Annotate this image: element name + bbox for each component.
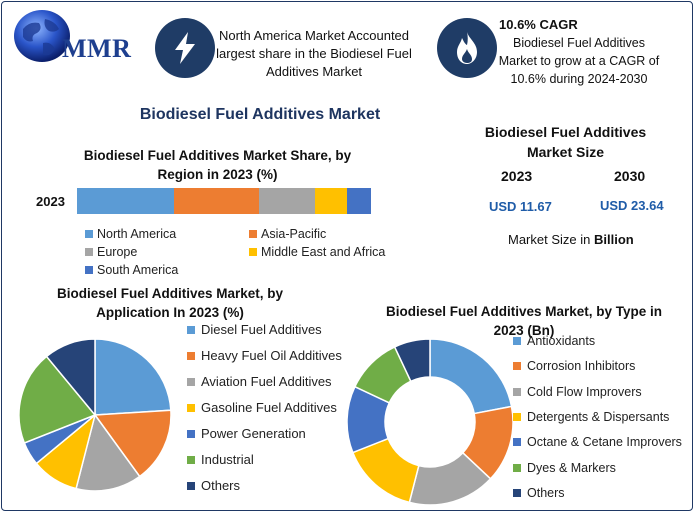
- legend-swatch: [249, 248, 257, 256]
- application-legend-item-industrial: Industrial: [187, 452, 254, 467]
- legend-label: Heavy Fuel Oil Additives: [201, 348, 342, 363]
- application-legend-item-gasoline-fuel-additives: Gasoline Fuel Additives: [187, 400, 337, 415]
- legend-item-north-america: North America: [85, 227, 176, 241]
- region-chart-title: Biodiesel Fuel Additives Market Share, b…: [83, 148, 352, 182]
- legend-label: Others: [201, 478, 241, 493]
- type-legend-item-corrosion-inhibitors: Corrosion Inhibitors: [513, 359, 635, 373]
- legend-item-south-america: South America: [85, 263, 178, 277]
- legend-label: North America: [97, 227, 177, 241]
- legend-swatch: [513, 362, 521, 371]
- legend-label: Antioxidants: [527, 334, 596, 348]
- legend-label: Cold Flow Improvers: [527, 384, 642, 399]
- bar-segment-asia-pacific: [174, 188, 260, 214]
- legend-swatch: [187, 325, 195, 334]
- bar-segment-europe: [259, 188, 316, 214]
- legend-label: Others: [527, 485, 565, 500]
- page-title: Biodiesel Fuel Additives Market: [139, 106, 381, 123]
- legend-item-europe: Europe: [85, 245, 137, 259]
- market-size-title: Biodiesel Fuel Additives Market Size: [484, 124, 647, 160]
- application-legend-item-heavy-fuel-oil-additives: Heavy Fuel Oil Additives: [187, 348, 342, 363]
- application-slice-aviation-fuel-additives: [75, 413, 141, 492]
- application-legend-item-diesel-fuel-additives: Diesel Fuel Additives: [187, 322, 322, 337]
- legend-label: Detergents & Dispersants: [527, 409, 670, 424]
- legend-label: Gasoline Fuel Additives: [201, 400, 337, 415]
- application-pie-chart: [18, 338, 172, 492]
- legend-label: Middle East and Africa: [261, 245, 386, 259]
- legend-swatch: [513, 387, 521, 396]
- legend-swatch: [513, 412, 521, 421]
- region-stacked-bar: [77, 188, 371, 214]
- legend-swatch: [513, 337, 521, 345]
- legend-label: Octane & Cetane Improvers: [527, 435, 682, 450]
- type-legend-item-others: Others: [513, 486, 565, 500]
- type-legend-item-antioxidants: Antioxidants: [513, 334, 595, 348]
- type-slice-others: [393, 338, 431, 383]
- region-bar-category-label: 2023: [36, 194, 65, 209]
- legend-swatch: [513, 488, 521, 497]
- legend-item-middle-east-and-africa: Middle East and Africa: [249, 245, 385, 259]
- legend-item-asia-pacific: Asia-Pacific: [249, 227, 326, 241]
- legend-swatch: [187, 455, 195, 464]
- type-slice-antioxidants: [429, 338, 513, 415]
- legend-swatch: [513, 438, 521, 447]
- type-legend-item-detergents-and-dispersants: Detergents & Dispersants: [513, 410, 669, 424]
- legend-swatch: [85, 266, 93, 274]
- legend-swatch: [187, 403, 195, 412]
- globe-logo-icon: [14, 10, 70, 62]
- legend-label: Europe: [97, 245, 138, 259]
- legend-label: Diesel Fuel Additives: [201, 322, 322, 337]
- flame-icon: [437, 18, 497, 78]
- legend-swatch: [85, 230, 93, 238]
- application-chart-title: Biodiesel Fuel Additives Market, by Appl…: [56, 286, 284, 320]
- legend-swatch: [187, 429, 195, 438]
- application-slice-others: [45, 338, 96, 418]
- lightning-icon: [155, 18, 215, 78]
- application-legend-item-others: Others: [187, 478, 240, 493]
- bar-segment-south-america: [347, 188, 371, 214]
- bar-segment-middle-east-and-africa: [315, 188, 348, 214]
- cagr-title: 10.6% CAGR: [499, 17, 578, 32]
- logo-text: MMR: [62, 34, 132, 63]
- market-size-year-1: 2023: [501, 168, 533, 184]
- legend-label: South America: [97, 263, 179, 277]
- legend-swatch: [187, 377, 195, 386]
- market-size-value-2: USD 23.64: [600, 198, 664, 213]
- market-size-unit-prefix: Market Size in: [508, 232, 594, 247]
- legend-label: Corrosion Inhibitors: [527, 359, 636, 374]
- legend-label: Dyes & Markers: [527, 460, 616, 475]
- application-slice-heavy-fuel-oil-additives: [93, 409, 172, 478]
- legend-swatch: [187, 481, 195, 490]
- type-legend-item-dyes-and-markers: Dyes & Markers: [513, 461, 616, 475]
- legend-label: Industrial: [201, 452, 254, 467]
- bar-segment-north-america: [77, 188, 175, 214]
- type-legend-item-cold-flow-improvers: Cold Flow Improvers: [513, 385, 642, 399]
- market-size-unit: Market Size in Billion: [508, 232, 634, 247]
- type-chart-title: Biodiesel Fuel Additives Market, by Type…: [385, 304, 663, 338]
- application-legend-item-aviation-fuel-additives: Aviation Fuel Additives: [187, 374, 332, 389]
- application-legend-item-power-generation: Power Generation: [187, 426, 306, 441]
- cagr-text: Biodiesel Fuel Additives Market to grow …: [498, 36, 660, 86]
- legend-swatch: [187, 351, 195, 360]
- legend-label: Aviation Fuel Additives: [201, 374, 332, 389]
- application-slice-diesel-fuel-additives: [94, 338, 172, 416]
- legend-swatch: [85, 248, 93, 256]
- legend-swatch: [249, 230, 257, 238]
- market-size-year-2: 2030: [614, 168, 646, 184]
- legend-swatch: [513, 463, 521, 472]
- market-size-value-1: USD 11.67: [489, 199, 552, 214]
- legend-label: Power Generation: [201, 426, 306, 441]
- type-legend-item-octane-and-cetane-improvers: Octane & Cetane Improvers: [513, 435, 682, 449]
- header-left-text: North America Market Accounted largest s…: [216, 28, 412, 79]
- legend-label: Asia-Pacific: [261, 227, 327, 241]
- market-size-unit-bold: Billion: [593, 232, 634, 247]
- type-donut-chart: [346, 338, 514, 506]
- application-slice-industrial: [18, 355, 97, 444]
